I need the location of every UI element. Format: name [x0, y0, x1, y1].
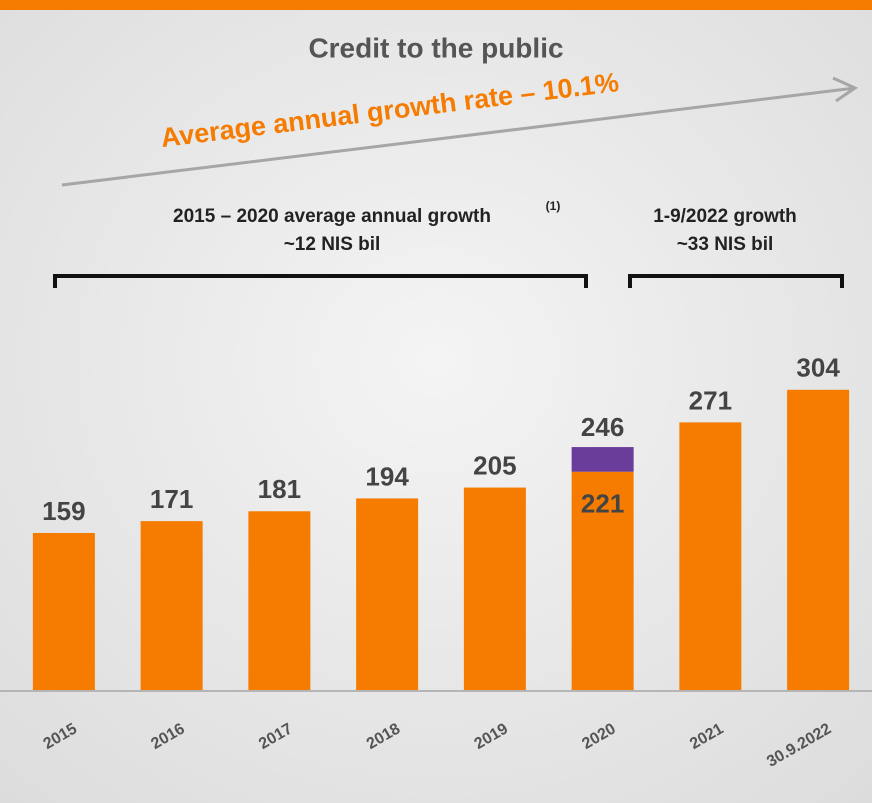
bar — [356, 498, 419, 690]
value-label: 221 — [581, 489, 624, 519]
value-label: 205 — [473, 450, 516, 480]
arrow-head — [832, 76, 859, 103]
value-label: 194 — [365, 461, 409, 491]
bar — [571, 471, 634, 690]
left-bracket — [53, 274, 588, 288]
right-value: ~33 NIS bil — [677, 234, 774, 255]
bar — [248, 511, 311, 690]
value-label: 271 — [689, 385, 732, 415]
value-label: 159 — [42, 496, 85, 526]
value-label: 181 — [258, 474, 301, 504]
total-label: 246 — [581, 412, 624, 442]
top-band — [0, 0, 872, 10]
bar — [140, 521, 203, 690]
value-label: 171 — [150, 484, 193, 514]
footnote-mark: (1) — [546, 199, 561, 213]
left-heading: 2015 – 2020 average annual growth — [173, 206, 491, 227]
bar — [571, 447, 634, 472]
bar — [679, 422, 742, 690]
right-heading: 1-9/2022 growth — [653, 206, 797, 227]
bar — [463, 487, 526, 690]
chart-title: Credit to the public — [308, 32, 563, 63]
trend-arrow — [61, 86, 856, 187]
left-value: ~12 NIS bil — [284, 234, 381, 255]
value-label: 304 — [796, 353, 840, 383]
bar — [787, 389, 850, 690]
bar — [32, 532, 95, 690]
right-bracket — [628, 274, 844, 288]
